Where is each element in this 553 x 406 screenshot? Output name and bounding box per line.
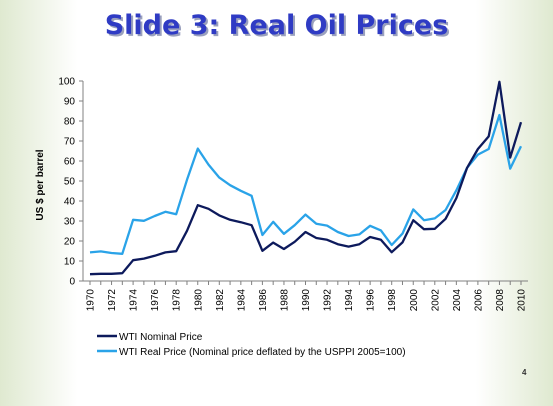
y-tick-label: 20 <box>64 237 76 248</box>
x-tick-label: 1994 <box>344 289 355 312</box>
x-tick-label: 1984 <box>236 289 247 312</box>
x-tick-label: 1988 <box>279 289 290 312</box>
y-tick-label: 80 <box>64 117 76 128</box>
x-tick-label: 1970 <box>86 289 97 312</box>
x-tick-label: 1996 <box>366 289 377 312</box>
page-number: 4 <box>522 368 527 377</box>
legend-label: WTI Nominal Price <box>119 332 203 343</box>
x-tick-label: 2002 <box>430 289 441 312</box>
series-line-real-price <box>89 113 523 255</box>
y-tick-label: 100 <box>58 77 75 88</box>
legend: WTI Nominal Price WTI Real Price (Nominal… <box>97 332 406 358</box>
y-tick-labels: 0 10 20 30 40 50 60 70 80 90 100 <box>58 77 75 288</box>
x-tick-label: 2010 <box>517 289 528 312</box>
x-tick-label: 1980 <box>193 289 204 312</box>
series-line-nominal-price <box>89 80 523 276</box>
y-axis-title-group: US $ per barrel <box>35 149 46 220</box>
x-tick-label: 1986 <box>258 289 269 312</box>
series-lines <box>89 80 523 276</box>
x-tick-label: 2008 <box>495 289 506 312</box>
y-tick-label: 0 <box>69 277 75 288</box>
x-tick-label: 2000 <box>409 289 420 312</box>
y-tick-label: 30 <box>64 217 76 228</box>
y-tick-label: 70 <box>64 137 76 148</box>
x-tick-label: 1998 <box>387 289 398 312</box>
x-tick-label: 1972 <box>107 289 118 312</box>
x-tick-labels: 1970 1972 1974 1976 1978 1980 1982 1984 1986 1988… <box>86 289 528 312</box>
x-tick-label: 1992 <box>323 289 334 312</box>
y-tick-label: 90 <box>64 97 76 108</box>
x-tick-label: 1976 <box>150 289 161 312</box>
y-tick-label: 40 <box>64 197 76 208</box>
x-tick-label: 1978 <box>172 289 183 312</box>
y-tick-label: 10 <box>64 257 76 268</box>
x-tick-label: 1982 <box>215 289 226 312</box>
y-axis-title: US $ per barrel <box>35 149 46 220</box>
x-tick-label: 2006 <box>473 289 484 312</box>
x-tick-label: 1974 <box>129 289 140 312</box>
axes <box>79 80 528 285</box>
legend-label: WTI Real Price (Nominal price deflated b… <box>119 347 406 358</box>
x-tick-label: 2004 <box>452 289 463 312</box>
y-tick-label: 60 <box>64 157 76 168</box>
slide-title: Slide 3: Real Oil Prices <box>104 10 449 41</box>
x-tick-label: 1990 <box>301 289 312 312</box>
y-tick-label: 50 <box>64 177 76 188</box>
